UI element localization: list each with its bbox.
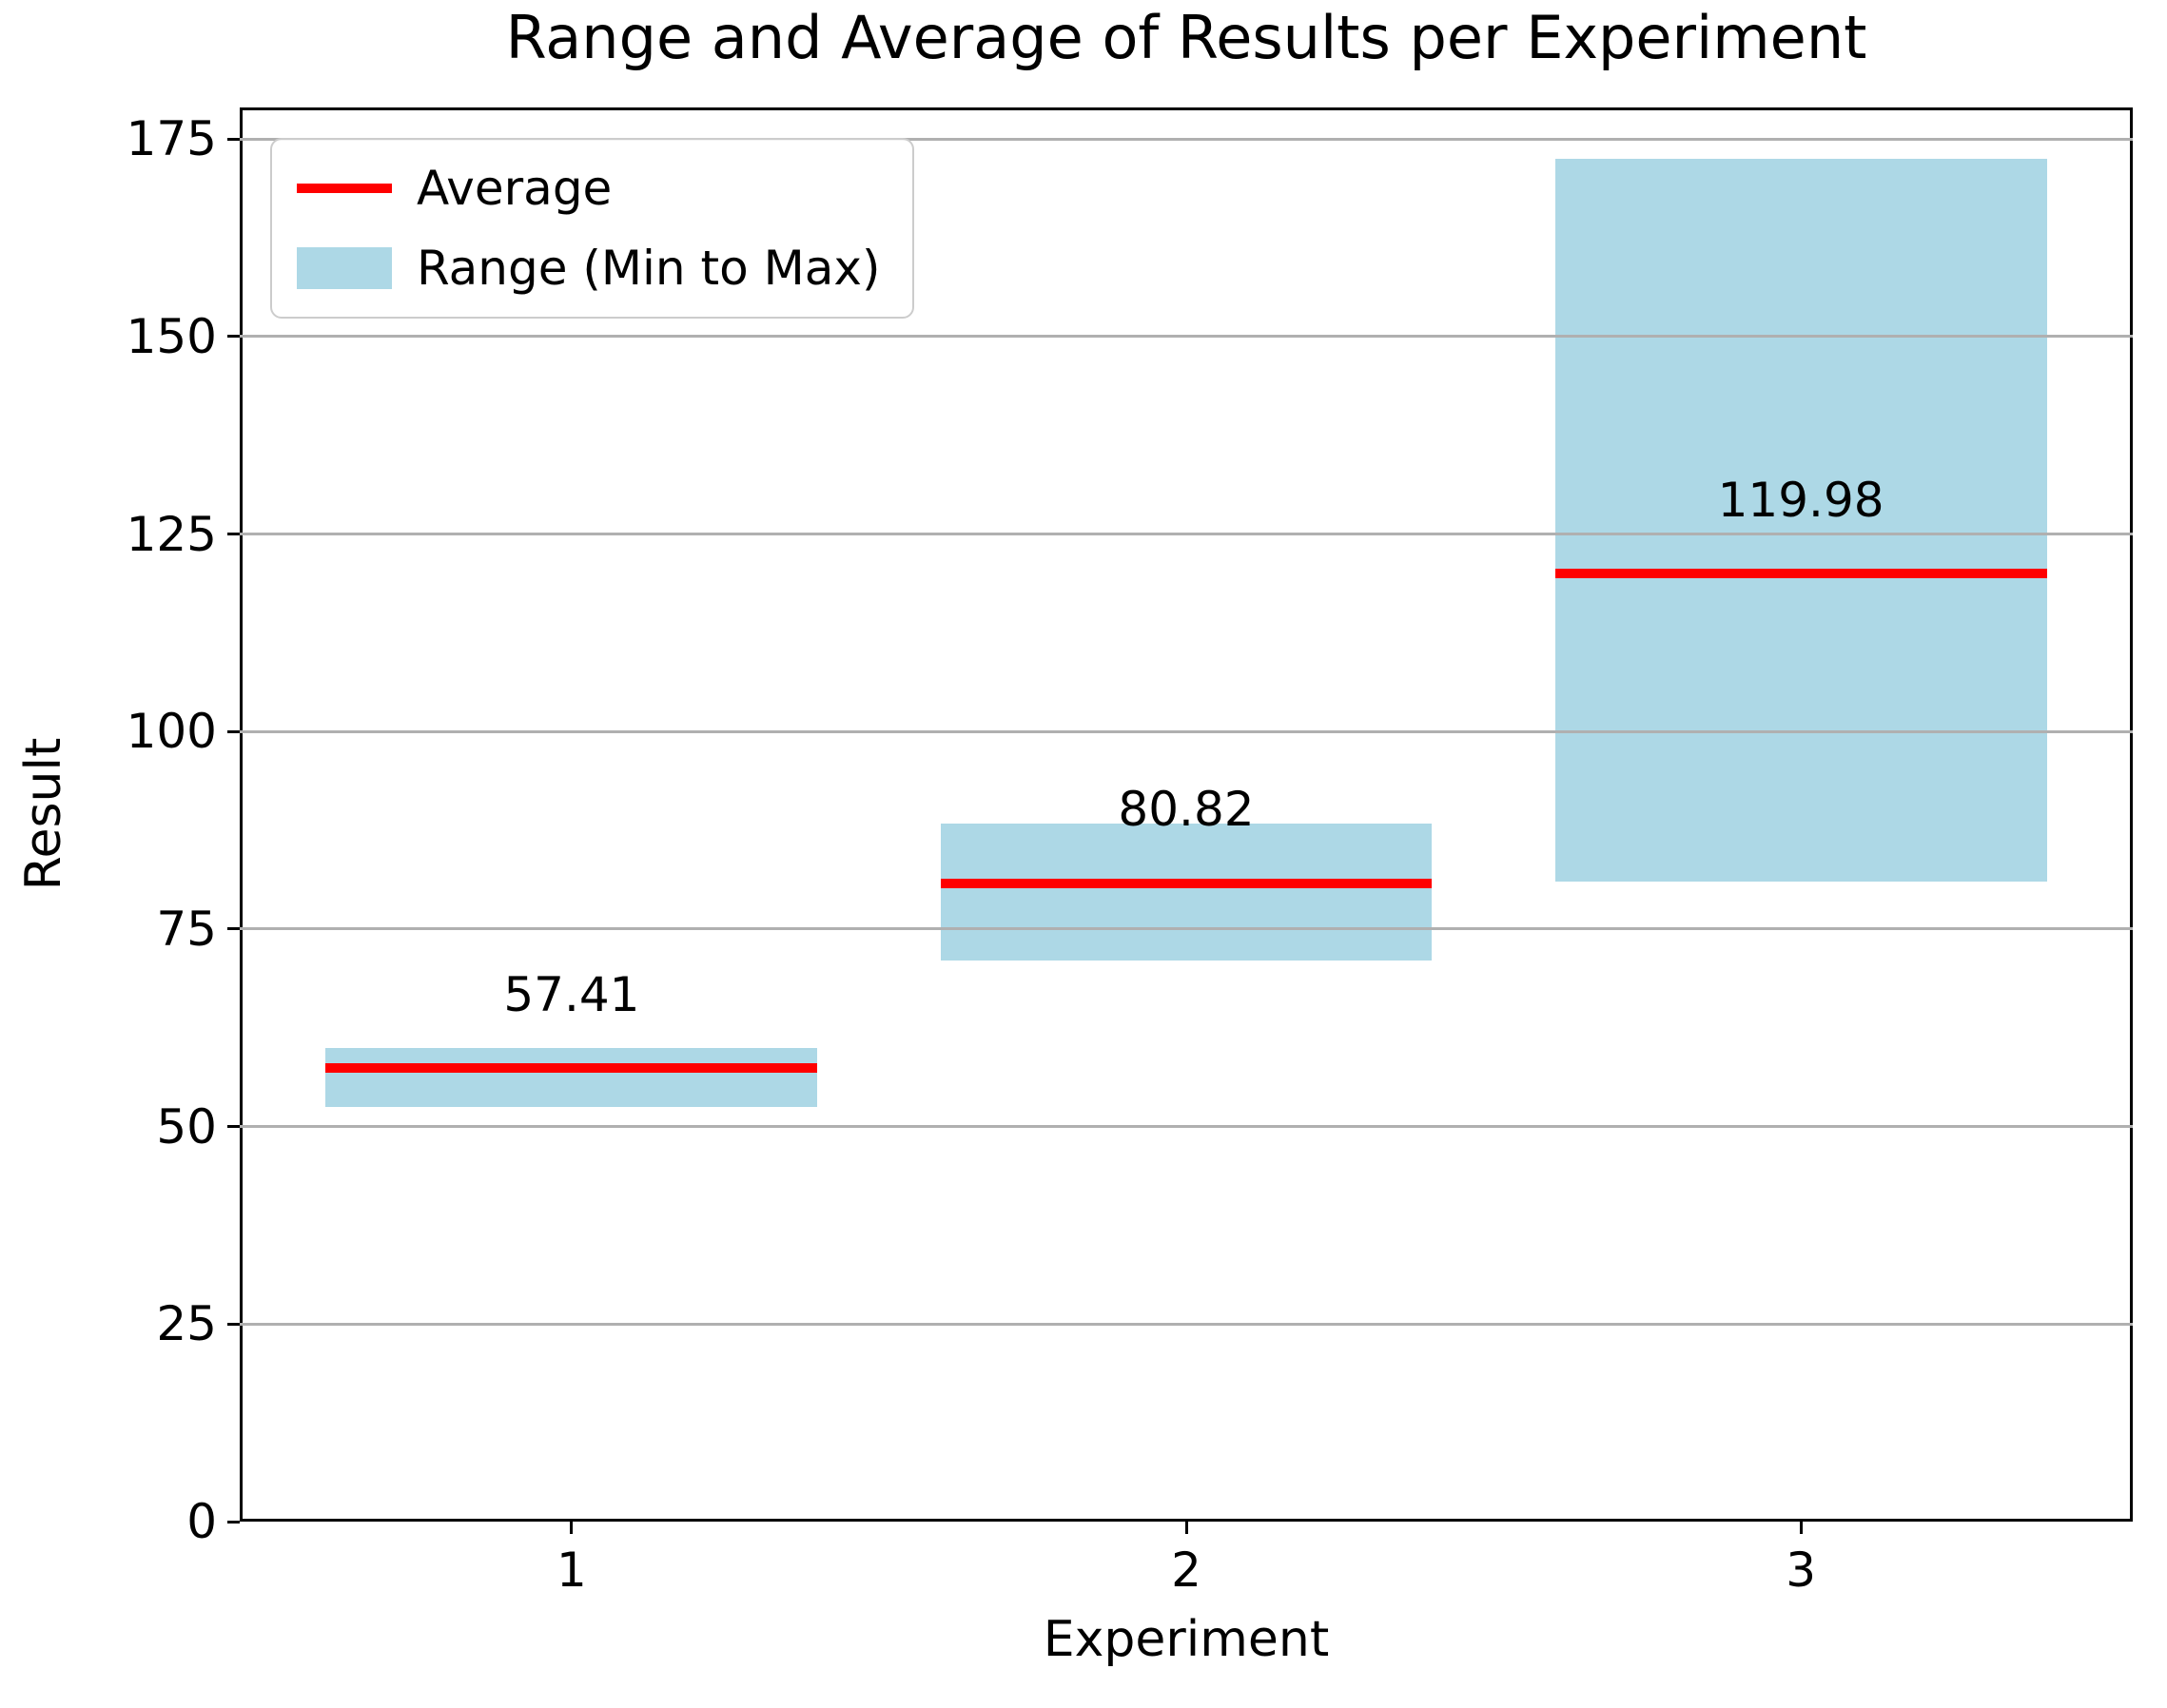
- average-value-label-experiment-1: 57.41: [503, 966, 640, 1022]
- y-tick-50: [227, 1125, 240, 1129]
- y-tick-label-0: 0: [186, 1494, 217, 1549]
- y-tick-100: [227, 729, 240, 733]
- legend-line-swatch-icon: [297, 184, 392, 193]
- average-value-label-experiment-3: 119.98: [1717, 473, 1884, 529]
- gridline-125: [240, 533, 2133, 536]
- y-tick-0: [227, 1520, 240, 1524]
- gridline-25: [240, 1322, 2133, 1326]
- y-tick-label-175: 175: [126, 111, 217, 167]
- y-tick-125: [227, 533, 240, 536]
- range-bar-experiment-3: [1554, 158, 2047, 883]
- x-tick-2: [1184, 1522, 1188, 1534]
- y-tick-label-25: 25: [156, 1296, 217, 1352]
- average-value-label-experiment-2: 80.82: [1118, 782, 1255, 838]
- y-tick-label-125: 125: [126, 506, 217, 562]
- y-tick-label-75: 75: [156, 901, 217, 957]
- legend-entry-average: Average: [297, 161, 880, 216]
- x-tick-1: [570, 1522, 574, 1534]
- x-axis-label: Experiment: [1043, 1611, 1330, 1668]
- y-tick-label-50: 50: [156, 1098, 217, 1155]
- legend-patch-swatch-icon: [297, 247, 392, 289]
- y-tick-label-150: 150: [126, 308, 217, 364]
- x-tick-label-3: 3: [1786, 1543, 1816, 1598]
- legend-entry-range: Range (Min to Max): [297, 241, 880, 296]
- y-tick-75: [227, 927, 240, 931]
- y-axis-label: Result: [15, 737, 72, 891]
- legend-label: Range (Min to Max): [417, 241, 881, 296]
- gridline-75: [240, 927, 2133, 931]
- legend-label: Average: [417, 161, 613, 216]
- gridline-175: [240, 137, 2133, 141]
- range-bar-experiment-1: [325, 1047, 818, 1107]
- x-tick-3: [1799, 1522, 1803, 1534]
- chart-title: Range and Average of Results per Experim…: [505, 3, 1867, 72]
- range-bar-experiment-2: [940, 824, 1433, 961]
- x-tick-label-2: 2: [1171, 1543, 1201, 1598]
- y-tick-175: [227, 137, 240, 141]
- gridline-150: [240, 335, 2133, 339]
- legend: Average Range (Min to Max): [270, 138, 915, 319]
- average-line-experiment-3: [1554, 569, 2047, 579]
- average-line-experiment-2: [940, 878, 1433, 888]
- gridline-50: [240, 1125, 2133, 1129]
- average-line-experiment-1: [325, 1063, 818, 1074]
- y-tick-label-100: 100: [126, 704, 217, 760]
- y-tick-25: [227, 1322, 240, 1326]
- y-tick-150: [227, 335, 240, 339]
- x-tick-label-1: 1: [556, 1543, 587, 1598]
- gridline-100: [240, 729, 2133, 733]
